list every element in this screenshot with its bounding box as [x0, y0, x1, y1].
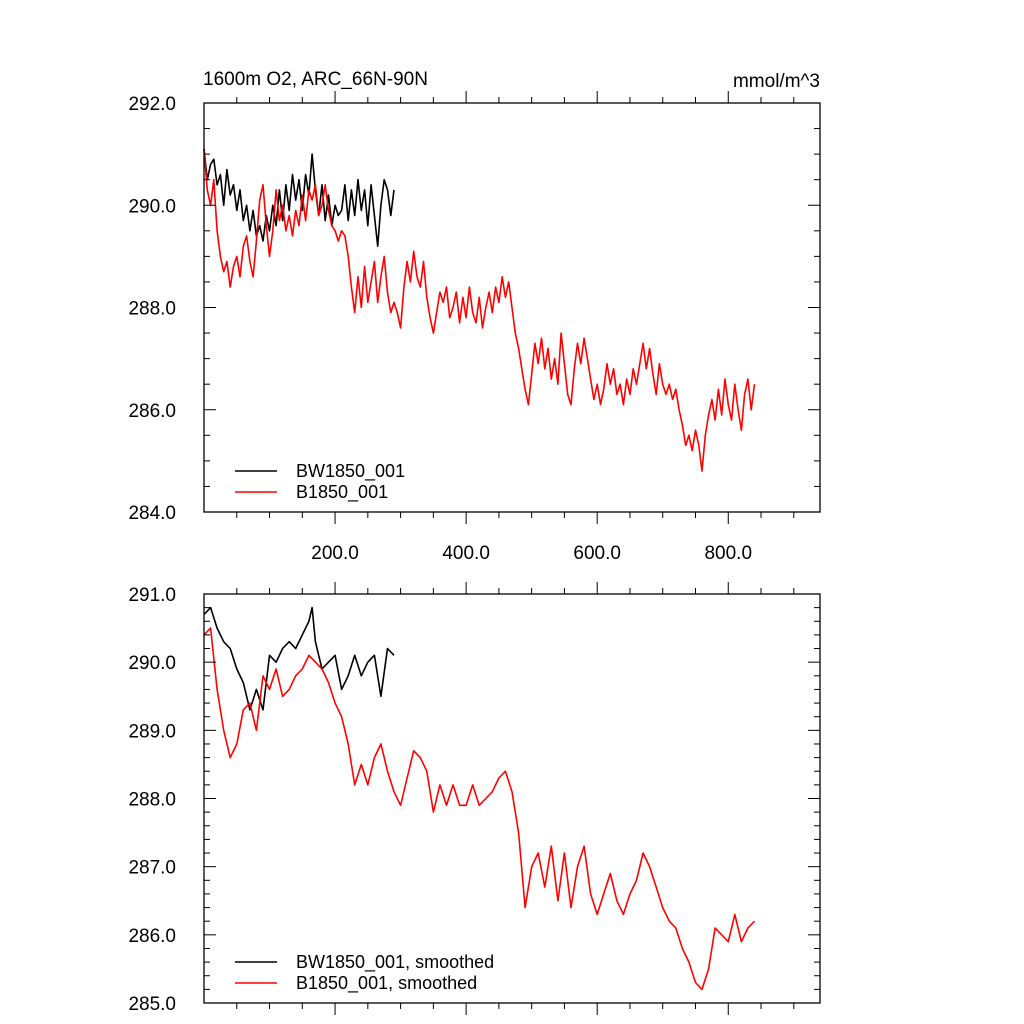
bottom-y-tick-label: 286.0	[128, 926, 176, 947]
top-ticks	[204, 91, 820, 524]
top-x-tick-label: 600.0	[573, 543, 621, 564]
top-x-tick-label: 400.0	[442, 543, 490, 564]
bottom-series-group	[203, 606, 756, 991]
top-legend-label-0: BW1850_001	[296, 461, 405, 482]
bottom-y-tick-label: 285.0	[128, 994, 176, 1015]
bottom-ticks	[204, 582, 820, 1015]
top-x-tick-label: 200.0	[311, 543, 359, 564]
top-y-tick-label: 288.0	[128, 299, 176, 320]
bottom-y-tick-label: 287.0	[128, 858, 176, 879]
bottom-series-line-1	[203, 627, 756, 991]
top-y-tick-label: 292.0	[128, 94, 176, 115]
chart-title: 1600m O2, ARC_66N-90N	[203, 69, 428, 90]
top-series-line-1	[203, 148, 756, 472]
bottom-y-tick-label: 288.0	[128, 790, 176, 811]
bottom-panel: 285.0 286.0 287.0 288.0 289.0 290.0 291.0 BW185…	[128, 582, 821, 1015]
top-legend-label-1: B1850_001	[296, 482, 388, 503]
top-y-tick-label: 284.0	[128, 503, 176, 524]
top-y-tick-label: 286.0	[128, 401, 176, 422]
bottom-y-tick-label: 289.0	[128, 721, 176, 742]
top-panel: 284.0 286.0 288.0 290.0 292.0 200.0 400.0 600.0…	[128, 91, 821, 564]
bottom-y-tick-label: 290.0	[128, 653, 176, 674]
top-y-tick-label: 290.0	[128, 196, 176, 217]
units-label: mmol/m^3	[733, 71, 820, 92]
bottom-legend-label-0: BW1850_001, smoothed	[296, 952, 494, 973]
top-x-tick-label: 800.0	[704, 543, 752, 564]
top-series-line-0	[203, 148, 395, 247]
bottom-series-line-0	[203, 606, 395, 711]
bottom-y-tick-label: 291.0	[128, 585, 176, 606]
top-series-group	[203, 148, 756, 472]
bottom-legend-label-1: B1850_001, smoothed	[296, 973, 477, 994]
